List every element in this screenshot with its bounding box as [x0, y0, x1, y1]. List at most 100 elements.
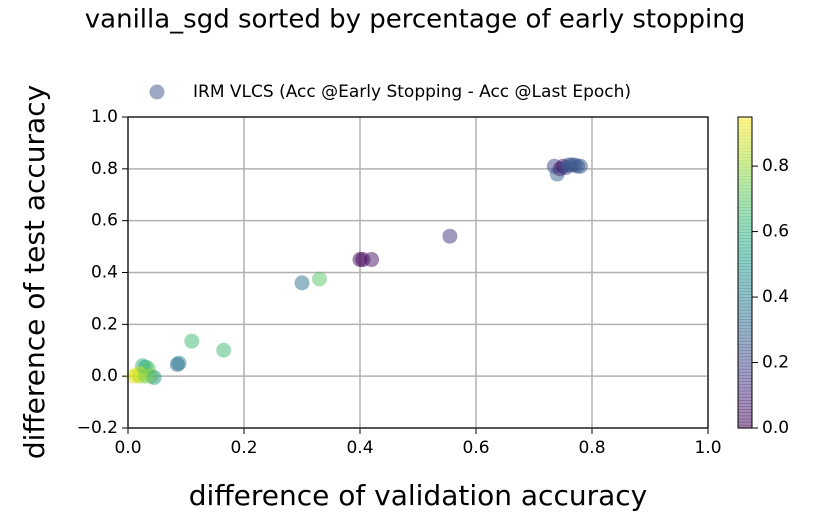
scatter-point	[311, 271, 327, 287]
colorbar-segment	[738, 169, 752, 174]
colorbar-segment	[738, 176, 752, 180]
scatter-point	[294, 275, 310, 291]
colorbar-segment	[738, 126, 752, 131]
y-tick-label: 0.4	[91, 263, 118, 283]
colorbar-segment	[738, 275, 752, 280]
scatter-point	[171, 355, 187, 371]
colorbar-segment	[738, 179, 752, 183]
colorbar-segment	[738, 235, 752, 239]
colorbar-segment	[738, 372, 752, 376]
colorbar-segment	[738, 241, 752, 246]
colorbar-segment	[738, 222, 752, 227]
colorbar-segment	[738, 194, 752, 199]
colorbar-segment	[738, 250, 752, 255]
colorbar-segment	[738, 204, 752, 208]
colorbar-segment	[738, 406, 752, 410]
colorbar-segment	[738, 350, 752, 354]
colorbar-segment	[738, 390, 752, 395]
colorbar-segment	[738, 135, 752, 140]
colorbar-segment	[738, 347, 752, 351]
colorbar-segment	[738, 185, 752, 190]
colorbar-segment	[738, 415, 752, 420]
colorbar-segment	[738, 154, 752, 159]
colorbar-segment	[738, 418, 752, 423]
colorbar-segment	[738, 316, 752, 320]
colorbar-tick-label: 0.2	[762, 353, 789, 373]
colorbar-segment	[738, 400, 752, 404]
colorbar-segment	[738, 141, 752, 146]
y-tick-label: 1.0	[91, 107, 118, 127]
colorbar-segment	[738, 182, 752, 187]
colorbar-segment	[738, 144, 752, 149]
colorbar-segment	[738, 306, 752, 311]
colorbar-segment	[738, 188, 752, 193]
colorbar-segment	[738, 409, 752, 414]
colorbar-segment	[738, 288, 752, 292]
x-tick-label: 0.8	[578, 438, 605, 458]
colorbar-segment	[738, 151, 752, 155]
colorbar-segment	[738, 353, 752, 358]
colorbar-segment	[738, 157, 752, 162]
y-tick-label: 0.8	[91, 159, 118, 179]
colorbar-segment	[738, 281, 752, 286]
colorbar-segment	[738, 334, 752, 339]
colorbar-segment	[738, 396, 752, 401]
colorbar-segment	[738, 387, 752, 392]
colorbar-segment	[738, 362, 752, 367]
colorbar-segment	[738, 138, 752, 143]
colorbar-segment	[738, 356, 752, 361]
x-axis-label: difference of validation accuracy	[189, 479, 647, 512]
y-tick-label: 0.6	[91, 211, 118, 231]
colorbar-segment	[738, 393, 752, 398]
colorbar-segment	[738, 266, 752, 270]
colorbar-segment	[738, 148, 752, 152]
colorbar-segment	[738, 340, 752, 345]
plot-frame	[127, 116, 709, 429]
colorbar-segment	[738, 303, 752, 308]
colorbar-segment	[738, 172, 752, 177]
y-tick-label: 0.2	[91, 314, 118, 334]
scatter-point	[364, 252, 380, 268]
colorbar-tick-label: 0.6	[762, 222, 789, 242]
colorbar-segment	[738, 263, 752, 267]
x-tick-label: 1.0	[694, 438, 721, 458]
colorbar-segment	[738, 129, 752, 134]
colorbar-segment	[738, 269, 752, 274]
colorbar-segment	[738, 244, 752, 249]
colorbar-segment	[738, 378, 752, 382]
colorbar-segment	[738, 216, 752, 221]
colorbar-segment	[738, 120, 752, 124]
colorbar-segment	[738, 132, 752, 137]
y-tick-label: 0.0	[91, 366, 118, 386]
x-tick-label: 0.4	[346, 438, 373, 458]
colorbar-segment	[738, 291, 752, 295]
colorbar-segment	[738, 232, 752, 236]
scatter-point	[216, 342, 232, 358]
colorbar-segment	[738, 344, 752, 348]
colorbar-tick-label: 0.0	[762, 418, 789, 438]
colorbar-segment	[738, 197, 752, 202]
colorbar-segment	[738, 300, 752, 305]
colorbar-segment	[738, 191, 752, 196]
colorbar-segment	[738, 319, 752, 323]
colorbar-segment	[738, 160, 752, 165]
colorbar-segment	[738, 412, 752, 417]
legend-marker	[149, 84, 165, 100]
colorbar-segment	[738, 210, 752, 215]
colorbar-segment	[738, 381, 752, 386]
colorbar-segment	[738, 312, 752, 317]
colorbar-segment	[738, 294, 752, 298]
colorbar-tick-label: 0.8	[762, 156, 789, 176]
x-tick-label: 0.6	[462, 438, 489, 458]
colorbar-segment	[738, 166, 752, 171]
scatter-point	[572, 158, 588, 174]
colorbar-segment	[738, 247, 752, 252]
legend-label: IRM VLCS (Acc @Early Stopping - Acc @Las…	[193, 82, 631, 102]
colorbar-segment	[738, 200, 752, 205]
chart-title: vanilla_sgd sorted by percentage of earl…	[85, 5, 745, 35]
colorbar-segment	[738, 253, 752, 258]
colorbar-tick-label: 0.4	[762, 287, 789, 307]
colorbar-segment	[738, 403, 752, 407]
colorbar-segment	[738, 368, 752, 373]
